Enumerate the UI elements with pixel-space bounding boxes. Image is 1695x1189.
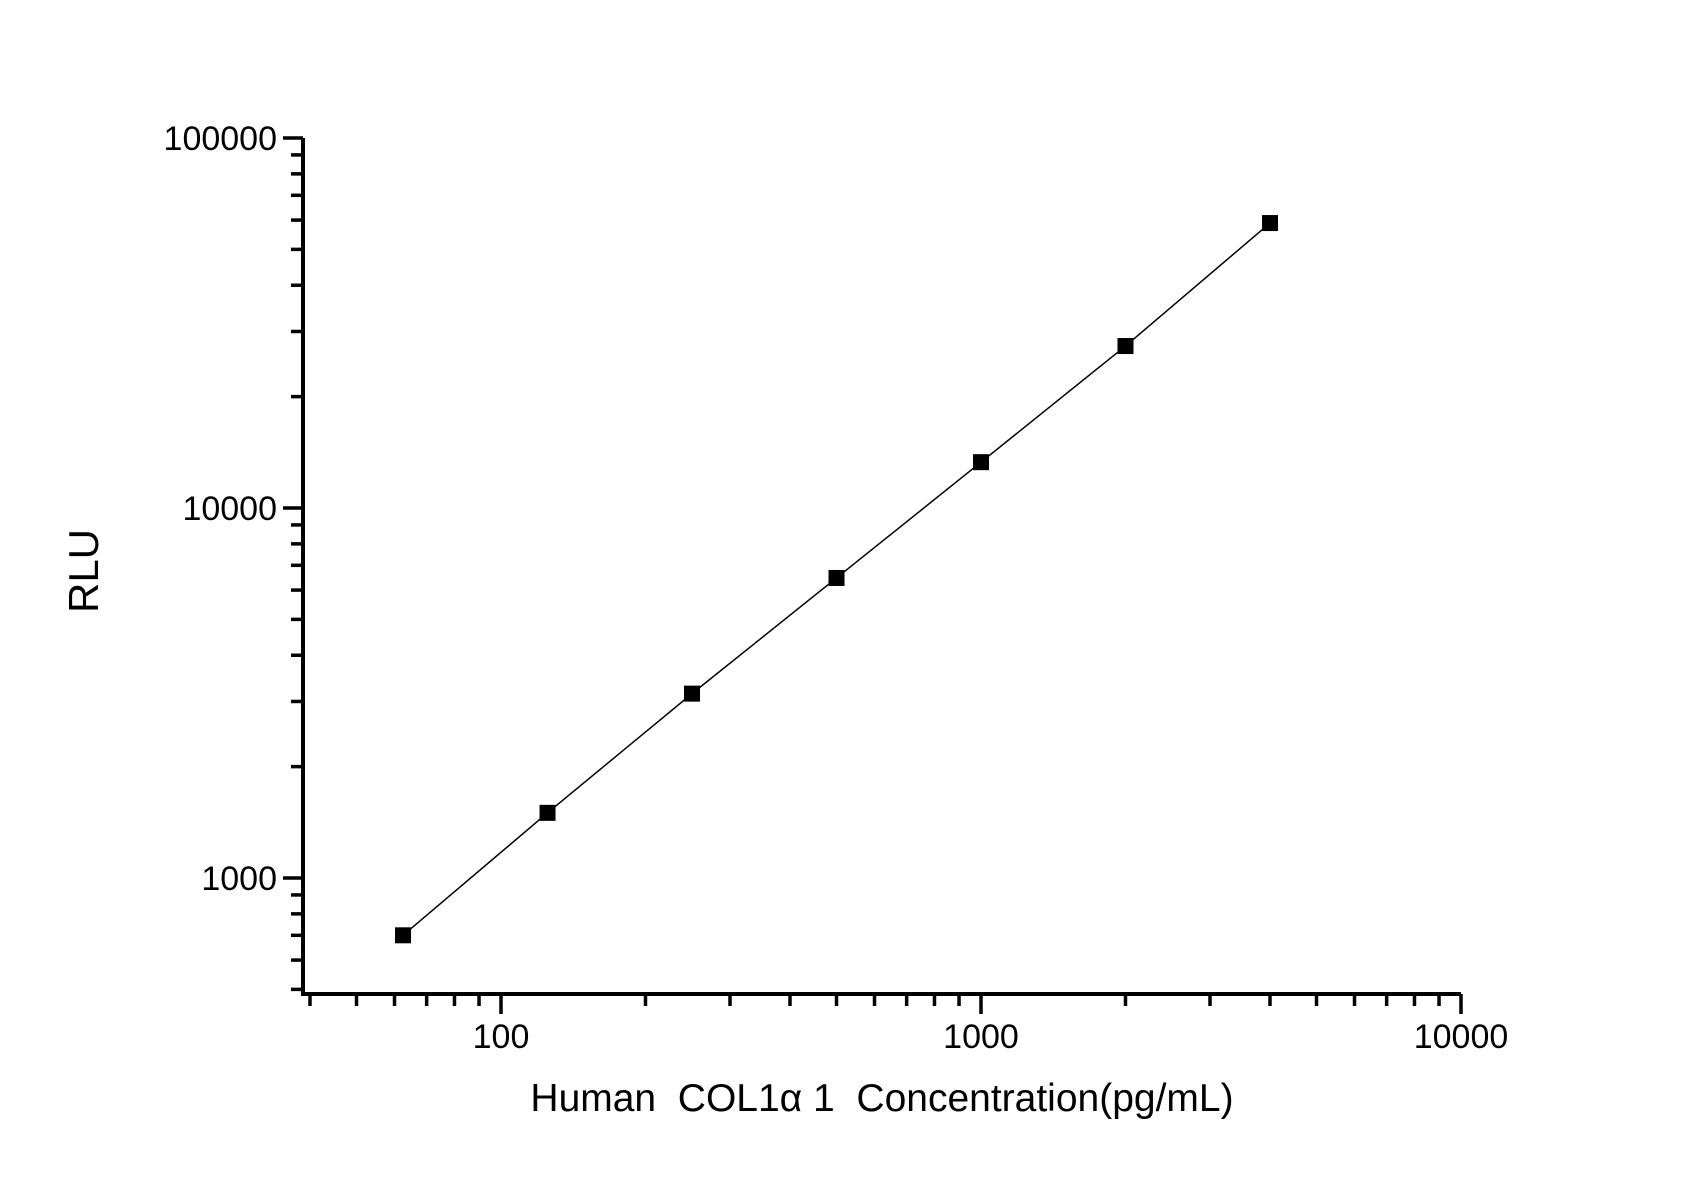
data-point-marker	[539, 804, 556, 821]
data-point-marker	[828, 569, 845, 586]
data-point-marker	[684, 685, 701, 702]
data-point-marker	[1117, 338, 1134, 355]
data-point-marker	[1261, 215, 1278, 232]
x-tick-label: 100	[473, 1018, 530, 1056]
y-tick-label: 10000	[182, 490, 277, 528]
axes-spines	[301, 138, 1461, 996]
data-point-marker	[395, 927, 412, 944]
x-axis-title: Human COL1α 1 Concentration(pg/mL)	[530, 1077, 1234, 1120]
x-tick-label: 1000	[943, 1018, 1019, 1056]
data-point-marker	[973, 454, 989, 471]
y-tick-label: 100000	[164, 120, 277, 158]
x-tick-label: 10000	[1414, 1018, 1509, 1056]
y-tick-label: 1000	[201, 860, 277, 898]
y-axis-title: RLU	[60, 528, 107, 614]
